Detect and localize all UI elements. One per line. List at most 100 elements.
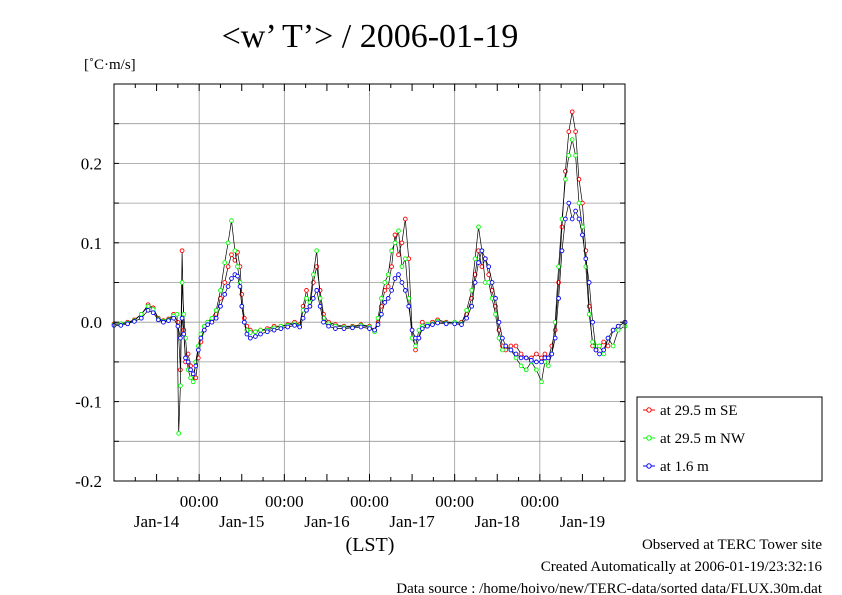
- data-point: [590, 319, 595, 325]
- data-point: [175, 323, 181, 329]
- data-point: [435, 320, 440, 326]
- data-point: [185, 359, 191, 365]
- data-point: [385, 284, 391, 289]
- data-point: [314, 288, 320, 293]
- data-point: [225, 240, 231, 246]
- chart-title: <w’ T’> / 2006-01-19: [222, 18, 519, 55]
- data-point: [528, 357, 534, 363]
- x-tick-time-label: 00:00: [350, 492, 389, 511]
- data-point: [229, 276, 234, 281]
- data-point: [171, 315, 176, 321]
- data-point: [430, 322, 435, 327]
- data-point: [258, 327, 263, 333]
- data-point: [601, 339, 607, 345]
- legend-marker: [646, 407, 652, 413]
- data-point: [201, 327, 207, 333]
- data-point: [258, 331, 263, 337]
- data-point: [225, 284, 231, 289]
- data-point: [503, 343, 509, 349]
- data-point: [209, 315, 215, 321]
- data-point: [573, 153, 578, 158]
- data-point: [559, 224, 565, 230]
- data-point: [556, 296, 561, 301]
- data-point: [518, 355, 524, 361]
- data-point: [479, 248, 485, 254]
- data-point: [178, 383, 183, 389]
- data-point: [358, 324, 364, 330]
- data-point: [235, 273, 240, 279]
- data-point: [239, 303, 245, 309]
- data-point: [285, 324, 291, 330]
- data-point: [496, 319, 502, 325]
- data-point: [375, 322, 381, 327]
- data-point: [545, 355, 551, 361]
- data-point: [399, 264, 405, 269]
- data-point: [321, 319, 326, 325]
- data-point: [583, 256, 589, 262]
- data-point: [534, 367, 539, 373]
- data-point: [416, 335, 422, 341]
- data-point: [178, 335, 183, 341]
- data-point: [523, 367, 529, 373]
- data-point: [549, 351, 555, 357]
- data-point: [601, 347, 607, 353]
- data-point: [569, 137, 575, 142]
- data-point: [385, 296, 391, 301]
- data-point: [443, 321, 449, 327]
- data-point: [341, 326, 347, 331]
- data-point: [500, 347, 505, 353]
- data-point: [237, 284, 243, 289]
- data-point: [300, 315, 306, 321]
- data-point: [569, 216, 575, 222]
- data-point: [166, 318, 171, 323]
- data-point: [396, 252, 401, 258]
- data-point: [597, 351, 602, 357]
- data-point: [493, 311, 498, 317]
- data-point: [552, 335, 558, 341]
- data-point: [566, 200, 572, 206]
- data-point: [218, 303, 223, 309]
- data-point: [573, 208, 578, 214]
- data-point: [229, 252, 234, 258]
- data-point: [195, 347, 201, 353]
- data-point: [222, 292, 228, 297]
- legend-label: at 29.5 m NW: [660, 431, 746, 447]
- data-point: [188, 367, 193, 373]
- data-point: [190, 371, 196, 377]
- series-layer: [111, 109, 628, 436]
- y-tick-label: 0.1: [81, 234, 102, 253]
- x-tick-time-label: 00:00: [180, 492, 219, 511]
- x-tick-time-label: 00:00: [520, 492, 559, 511]
- data-point: [382, 280, 388, 285]
- data-point: [508, 347, 514, 353]
- data-point: [392, 232, 398, 238]
- data-point: [513, 343, 519, 349]
- data-point: [459, 322, 464, 327]
- data-point: [389, 248, 394, 254]
- data-point: [190, 379, 196, 385]
- x-tick-date-label: Jan-15: [219, 512, 264, 531]
- x-axis-label: (LST): [346, 534, 395, 556]
- legend-marker: [646, 463, 652, 469]
- data-point: [409, 327, 415, 333]
- data-point: [597, 343, 602, 349]
- data-point: [615, 327, 621, 333]
- data-point: [310, 272, 316, 277]
- data-point: [413, 347, 418, 353]
- data-point: [486, 264, 492, 269]
- data-point: [183, 335, 188, 341]
- data-point: [402, 216, 408, 222]
- data-point: [304, 288, 309, 293]
- data-point: [326, 323, 331, 329]
- data-point: [542, 351, 548, 357]
- data-point: [382, 300, 388, 305]
- data-point: [576, 216, 582, 222]
- legend-marker: [646, 435, 652, 441]
- data-point: [161, 319, 166, 325]
- data-point: [174, 311, 180, 317]
- data-point: [392, 276, 398, 281]
- data-point: [209, 319, 215, 325]
- data-point: [425, 323, 430, 329]
- data-point: [545, 363, 551, 369]
- data-point: [150, 310, 156, 316]
